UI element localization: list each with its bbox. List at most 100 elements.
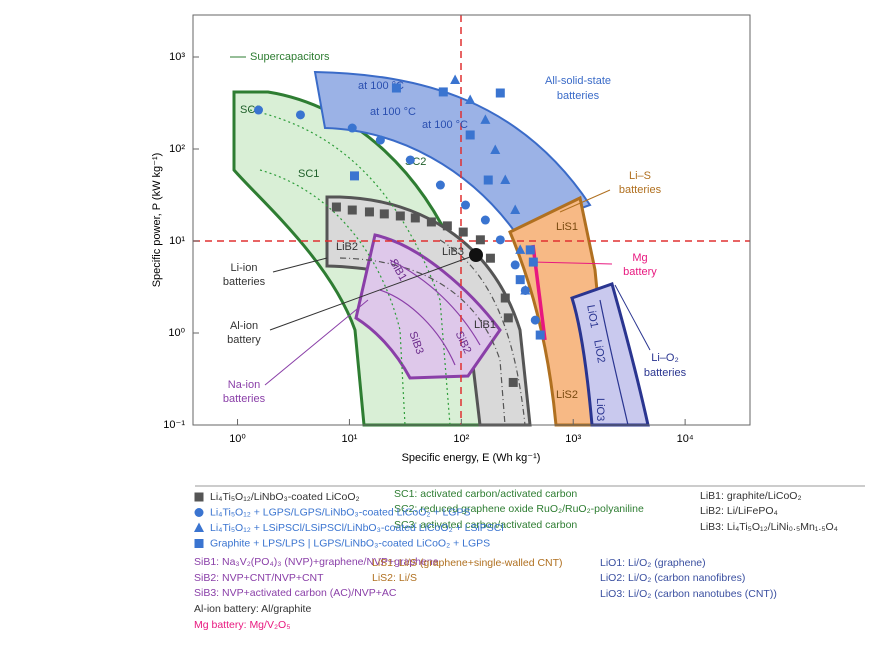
legend-label: Li₄Ti₅O₁₂/LiNbO₃-coated LiCoO₂ <box>210 491 360 503</box>
legend-label: Li₄Ti₅O₁₂ + LGPS/LGPS/LiNbO₃-coated LiCo… <box>210 506 470 518</box>
annotation: Li–S <box>629 170 651 182</box>
point <box>480 215 490 225</box>
annotation: Al-ion <box>230 320 258 332</box>
point <box>495 88 505 98</box>
point <box>347 123 357 133</box>
region-label: LiB2 <box>336 241 358 253</box>
point <box>485 253 495 263</box>
note: LiO2: Li/O₂ (carbon nanofibres) <box>600 572 745 584</box>
solid-state-region <box>313 70 592 234</box>
y-tick-label: 10⁰ <box>168 327 185 339</box>
annotation: at 100 °C <box>422 119 468 131</box>
annotation: Mg <box>632 252 647 264</box>
note: LiS1: Li/S (graphene+single-walled CNT) <box>372 557 563 569</box>
point <box>510 260 520 270</box>
y-axis-label: Specific power, P (kW kg⁻¹) <box>151 153 163 288</box>
point <box>435 180 445 190</box>
arrow <box>531 261 613 265</box>
point <box>379 209 389 219</box>
note: LiS2: Li/S <box>372 572 417 584</box>
annotation: battery <box>227 334 261 346</box>
point <box>520 284 531 295</box>
region-label: LiS2 <box>556 389 578 401</box>
annotation: Li–O₂ <box>651 352 679 364</box>
annotation: batteries <box>619 184 662 196</box>
region-label: LiB3 <box>442 246 464 258</box>
point <box>391 83 401 93</box>
annotation: Supercapacitors <box>250 51 330 63</box>
point <box>495 235 505 245</box>
point <box>515 244 526 254</box>
point <box>438 87 448 97</box>
point <box>480 114 491 124</box>
legend-label: Li₄Ti₅O₁₂ + LSiPSCl/LSiPSCl/LiNbO₃-coate… <box>210 522 504 534</box>
note: SC1: activated carbon/activated carbon <box>394 488 577 500</box>
point <box>395 211 405 221</box>
annotation: batteries <box>557 90 600 102</box>
na-ion-region <box>354 233 502 380</box>
annotation: at 100 °C <box>370 106 416 118</box>
annotation: batteries <box>223 276 266 288</box>
point <box>331 202 341 212</box>
y-tick-label: 10³ <box>169 51 185 63</box>
sib-curve <box>389 259 481 346</box>
inner-curves <box>249 109 629 426</box>
region-label: LiS1 <box>556 221 578 233</box>
note: Mg battery: Mg/V₂O₅ <box>194 619 290 631</box>
point <box>347 205 357 215</box>
point <box>490 144 501 155</box>
x-tick-label: 10² <box>453 433 469 445</box>
region-label: LiO2 <box>591 339 607 364</box>
point <box>525 245 535 255</box>
x-tick-label: 10⁰ <box>229 433 246 445</box>
annotation: battery <box>623 266 657 278</box>
point <box>442 221 452 231</box>
x-tick-label: 10³ <box>565 433 581 445</box>
lib-curve <box>339 257 506 426</box>
note: LiO1: Li/O₂ (graphene) <box>600 557 706 569</box>
legend-marker <box>194 539 204 548</box>
point <box>450 74 461 85</box>
legend-marker <box>194 522 204 532</box>
point <box>530 315 540 325</box>
note: LiB2: Li/LiFePO₄ <box>700 505 778 517</box>
point <box>375 135 385 145</box>
legend-marker <box>194 492 204 502</box>
point <box>535 330 545 340</box>
x-tick-label: 10¹ <box>341 433 357 445</box>
point <box>295 110 305 120</box>
point <box>475 235 485 245</box>
point <box>465 130 475 140</box>
y-tick-label: 10¹ <box>169 235 185 247</box>
y-tick-label: 10² <box>169 143 185 155</box>
x-tick-label: 10⁴ <box>677 433 694 445</box>
note: LiB1: graphite/LiCoO₂ <box>700 490 802 502</box>
y-tick-label: 10⁻¹ <box>163 419 185 431</box>
point <box>515 275 525 285</box>
point <box>528 257 538 267</box>
point <box>410 213 420 223</box>
annotation: batteries <box>644 367 687 379</box>
point <box>254 105 264 115</box>
arrow <box>269 256 471 331</box>
annotation: batteries <box>223 393 266 405</box>
note: LiB3: Li₄Ti₅O₁₂/LiNi₀.₅Mn₁.₅O₄ <box>700 521 838 533</box>
annotation: Na-ion <box>228 379 260 391</box>
sib-curve <box>379 289 456 366</box>
notes: SC1: activated carbon/activated carbon S… <box>194 488 838 631</box>
arrow <box>272 257 328 273</box>
point <box>510 204 521 215</box>
region-label: LiB1 <box>474 319 496 331</box>
arrows <box>230 56 651 386</box>
note: Al-ion battery: Al/graphite <box>194 603 311 615</box>
note: SiB3: NVP+activated carbon (AC)/NVP+AC <box>194 587 397 599</box>
region-label: LiO3 <box>594 398 606 421</box>
point <box>483 175 493 185</box>
sc-curve <box>259 169 406 426</box>
legend-label: Graphite + LPS/LPS | LGPS/LiNbO₃-coated … <box>210 537 490 549</box>
point <box>364 207 374 217</box>
point <box>465 94 476 104</box>
plot-frame <box>192 14 751 426</box>
arrow <box>614 284 651 351</box>
